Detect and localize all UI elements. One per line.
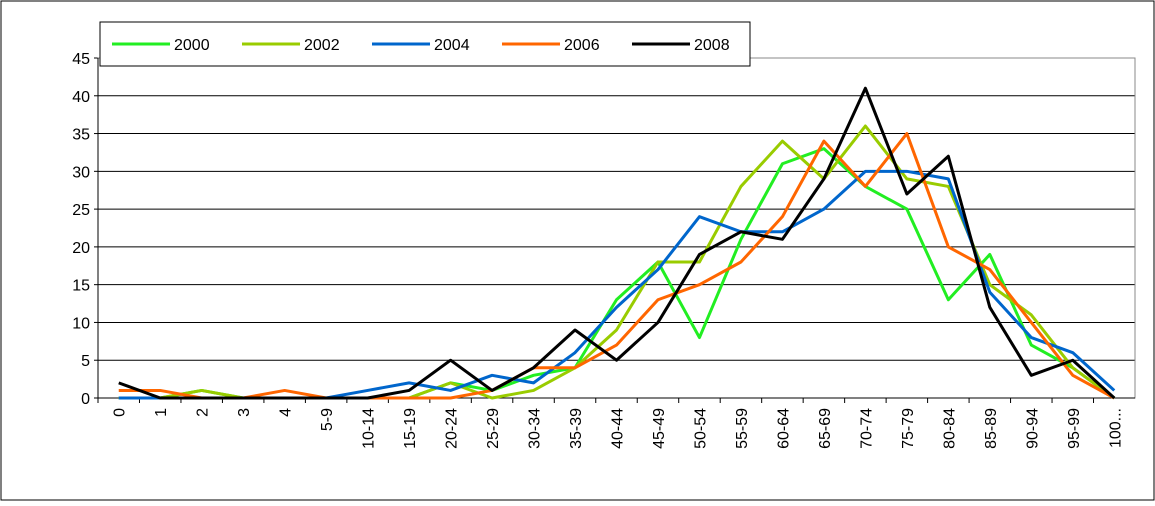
x-tick-label: 60-64 <box>775 408 792 449</box>
y-tick-label: 10 <box>72 315 90 332</box>
x-tick-label: 85-89 <box>983 408 1000 449</box>
x-tick-label: 25-29 <box>485 408 502 449</box>
y-tick-label: 25 <box>72 202 90 219</box>
x-tick-label: 70-74 <box>858 408 875 449</box>
x-tick-label: 2 <box>195 408 212 417</box>
x-tick-label: 95-99 <box>1066 408 1083 449</box>
y-tick-label: 30 <box>72 164 90 181</box>
x-tick-label: 100... <box>1107 408 1124 448</box>
series-line <box>118 132 1115 400</box>
y-tick-label: 35 <box>72 127 90 144</box>
x-tick-label: 10-14 <box>361 408 378 449</box>
x-tick-label: 75-79 <box>900 408 917 449</box>
y-tick-label: 40 <box>72 89 90 106</box>
x-tick-label: 30-34 <box>527 408 544 449</box>
y-tick-label: 0 <box>81 391 90 408</box>
x-tick-label: 50-54 <box>692 408 709 449</box>
legend-label: 2002 <box>304 37 340 54</box>
legend-label: 2006 <box>564 37 600 54</box>
x-tick-label: 80-84 <box>941 408 958 449</box>
x-tick-label: 65-69 <box>817 408 834 449</box>
series-line <box>118 86 1116 400</box>
y-tick-label: 20 <box>72 240 90 257</box>
x-tick-label: 1 <box>153 408 170 417</box>
x-tick-label: 40-44 <box>610 408 627 449</box>
x-tick-label: 0 <box>112 408 129 417</box>
legend-label: 2004 <box>434 37 470 54</box>
x-tick-label: 90-94 <box>1024 408 1041 449</box>
legend-label: 2008 <box>694 37 730 54</box>
x-tick-label: 20-24 <box>444 408 461 449</box>
x-tick-label: 45-49 <box>651 408 668 449</box>
y-tick-label: 45 <box>72 51 90 68</box>
x-tick-label: 15-19 <box>402 408 419 449</box>
y-tick-label: 5 <box>81 353 90 370</box>
x-tick-label: 4 <box>278 408 295 417</box>
x-tick-label: 55-59 <box>734 408 751 449</box>
legend-label: 2000 <box>174 37 210 54</box>
y-tick-label: 15 <box>72 278 90 295</box>
x-tick-label: 3 <box>236 408 253 417</box>
x-tick-label: 35-39 <box>568 408 585 449</box>
x-tick-label: 5-9 <box>319 408 336 431</box>
